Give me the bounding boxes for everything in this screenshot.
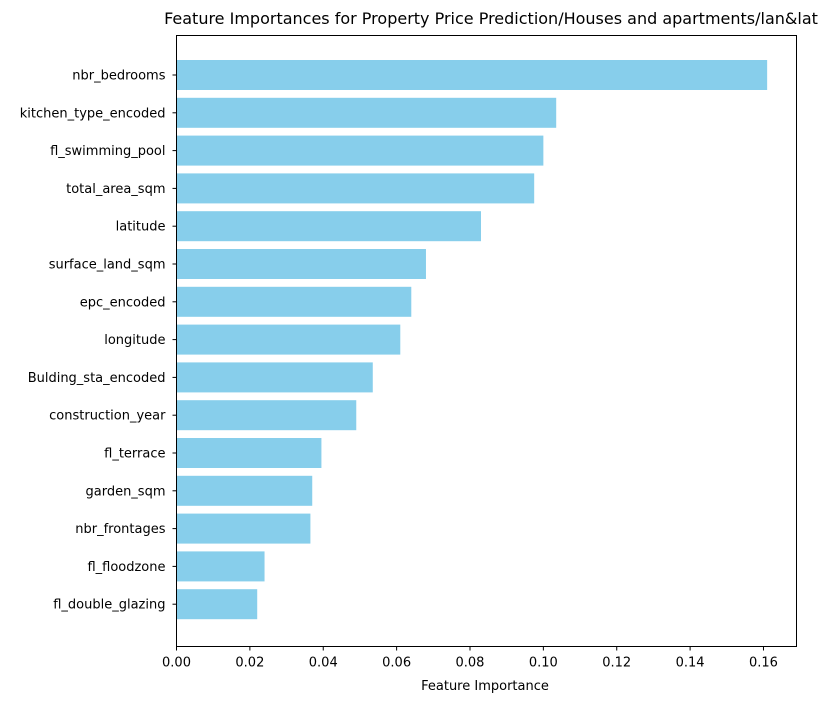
x-tick-label: 0.00 [162, 656, 191, 671]
y-tick-label: nbr_frontages [75, 522, 165, 537]
bar-garden_sqm [176, 475, 313, 506]
bar-surface_land_sqm [176, 249, 426, 279]
bar-epc_encoded [176, 286, 412, 317]
bar-fl_double_glazing [176, 589, 258, 620]
bar-kitchen_type_encoded [176, 97, 557, 128]
y-tick-label: Bulding_sta_encoded [28, 371, 166, 386]
y-tick-label: fl_terrace [104, 447, 165, 462]
y-tick-label: latitude [116, 220, 166, 235]
x-tick-label: 0.16 [749, 656, 778, 671]
bar-total_area_sqm [176, 173, 535, 204]
y-tick-label: garden_sqm [85, 484, 165, 499]
x-tick-label: 0.10 [529, 656, 558, 671]
bars-group [176, 60, 768, 620]
x-axis-label: Feature Importance [421, 679, 549, 694]
y-tick-label: surface_land_sqm [49, 258, 166, 273]
y-tick-label: longitude [104, 333, 165, 348]
bar-nbr_frontages [176, 513, 311, 544]
y-tick-label: fl_swimming_pool [50, 144, 165, 159]
bar-Bulding_sta_encoded [176, 362, 373, 393]
x-tick-label: 0.12 [602, 656, 631, 671]
bar-fl_swimming_pool [176, 135, 544, 166]
x-axis-ticks: 0.00 0.02 0.04 0.06 0.08 0.10 0.12 0.14 0.16 [162, 646, 778, 671]
x-tick-label: 0.14 [676, 656, 705, 671]
bar-construction_year [176, 400, 357, 431]
y-tick-label: nbr_bedrooms [72, 69, 165, 84]
bar-fl_floodzone [176, 551, 265, 582]
y-tick-label: epc_encoded [80, 295, 166, 310]
y-tick-label: fl_double_glazing [53, 598, 165, 613]
y-tick-label: construction_year [49, 409, 166, 424]
plot-frame [176, 35, 797, 647]
bar-fl_terrace [176, 438, 322, 468]
bar-nbr_bedrooms [176, 60, 768, 90]
y-tick-label: total_area_sqm [66, 182, 165, 197]
x-tick-label: 0.02 [235, 656, 264, 671]
y-tick-label: kitchen_type_encoded [20, 106, 166, 121]
x-tick-label: 0.04 [309, 656, 338, 671]
chart-title: Feature Importances for Property Price P… [164, 9, 818, 28]
x-tick-label: 0.06 [382, 656, 411, 671]
y-tick-label: fl_floodzone [87, 560, 165, 575]
y-axis-ticks: nbr_bedrooms kitchen_type_encoded fl_swimm… [20, 69, 177, 613]
bar-latitude [176, 211, 481, 242]
x-tick-label: 0.08 [456, 656, 485, 671]
bar-longitude [176, 324, 401, 355]
